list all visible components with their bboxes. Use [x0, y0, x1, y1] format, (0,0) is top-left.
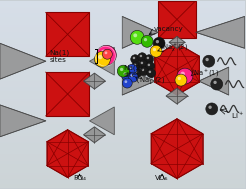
- Bar: [0, 165, 245, 166]
- Bar: [0, 93, 245, 94]
- Bar: [0, 48, 245, 49]
- Circle shape: [101, 50, 106, 55]
- Circle shape: [205, 58, 209, 61]
- Circle shape: [145, 55, 154, 64]
- Bar: [46, 72, 90, 116]
- Bar: [46, 12, 90, 56]
- Circle shape: [153, 37, 165, 49]
- Circle shape: [181, 72, 185, 76]
- Bar: [0, 57, 245, 58]
- Bar: [0, 187, 245, 188]
- Bar: [0, 21, 245, 22]
- Circle shape: [96, 45, 116, 65]
- Bar: [0, 41, 245, 42]
- Circle shape: [177, 68, 193, 84]
- Bar: [0, 84, 245, 85]
- Bar: [0, 150, 245, 151]
- Bar: [0, 90, 245, 91]
- Bar: [0, 26, 245, 27]
- Bar: [0, 71, 245, 72]
- Bar: [0, 8, 245, 9]
- Bar: [0, 72, 245, 73]
- Text: vacancy: vacancy: [154, 26, 184, 32]
- Bar: [0, 10, 245, 12]
- Bar: [0, 133, 245, 134]
- Bar: [0, 130, 245, 131]
- Bar: [0, 147, 245, 148]
- Polygon shape: [199, 67, 229, 95]
- Bar: [0, 118, 245, 119]
- Bar: [0, 24, 245, 25]
- Bar: [0, 102, 245, 103]
- Bar: [0, 70, 245, 71]
- Bar: [0, 62, 245, 63]
- Bar: [0, 47, 245, 48]
- Bar: [0, 42, 245, 43]
- Text: PO₄: PO₄: [73, 174, 86, 180]
- Polygon shape: [151, 119, 203, 179]
- Bar: [0, 174, 245, 176]
- Circle shape: [134, 64, 136, 66]
- Bar: [0, 74, 245, 75]
- Bar: [0, 37, 245, 38]
- Circle shape: [140, 67, 149, 76]
- Polygon shape: [154, 43, 199, 95]
- Polygon shape: [196, 16, 245, 48]
- Bar: [0, 28, 245, 29]
- Circle shape: [148, 64, 150, 66]
- Bar: [0, 126, 245, 127]
- Text: VO₆: VO₆: [155, 174, 169, 180]
- Bar: [0, 29, 245, 30]
- Bar: [158, 1, 196, 38]
- Bar: [0, 77, 245, 78]
- Circle shape: [131, 55, 140, 64]
- Circle shape: [128, 72, 138, 82]
- Bar: [0, 112, 245, 113]
- Bar: [0, 149, 245, 150]
- Bar: [0, 110, 245, 111]
- Circle shape: [121, 70, 131, 80]
- Circle shape: [122, 78, 132, 88]
- Circle shape: [135, 71, 137, 73]
- Bar: [0, 54, 245, 55]
- Bar: [0, 85, 245, 86]
- Bar: [0, 30, 245, 31]
- Bar: [0, 46, 245, 47]
- Bar: [0, 185, 245, 187]
- Bar: [0, 117, 245, 118]
- Bar: [0, 4, 245, 5]
- Bar: [0, 35, 245, 36]
- Bar: [0, 75, 245, 76]
- Circle shape: [138, 53, 147, 62]
- Bar: [0, 180, 245, 181]
- Bar: [0, 153, 245, 154]
- Bar: [0, 109, 245, 110]
- Bar: [0, 88, 245, 89]
- Bar: [0, 100, 245, 101]
- Bar: [0, 136, 245, 137]
- Bar: [0, 52, 245, 53]
- Bar: [0, 176, 245, 177]
- Bar: [0, 152, 245, 153]
- Circle shape: [213, 81, 217, 84]
- Text: Li$^+$: Li$^+$: [231, 111, 244, 121]
- Circle shape: [146, 62, 154, 71]
- Bar: [0, 97, 245, 98]
- Bar: [0, 31, 245, 32]
- Bar: [0, 92, 245, 93]
- Circle shape: [140, 55, 142, 57]
- Bar: [0, 125, 245, 126]
- Bar: [0, 40, 245, 41]
- Text: Na(2)
sites: Na(2) sites: [123, 64, 143, 78]
- Bar: [0, 60, 245, 61]
- Bar: [0, 68, 245, 69]
- Bar: [0, 39, 245, 40]
- Bar: [0, 167, 245, 168]
- Bar: [0, 177, 245, 179]
- Bar: [0, 157, 245, 158]
- Bar: [0, 2, 245, 4]
- Bar: [0, 61, 245, 62]
- Bar: [0, 159, 245, 160]
- Circle shape: [132, 62, 141, 71]
- Bar: [0, 166, 245, 167]
